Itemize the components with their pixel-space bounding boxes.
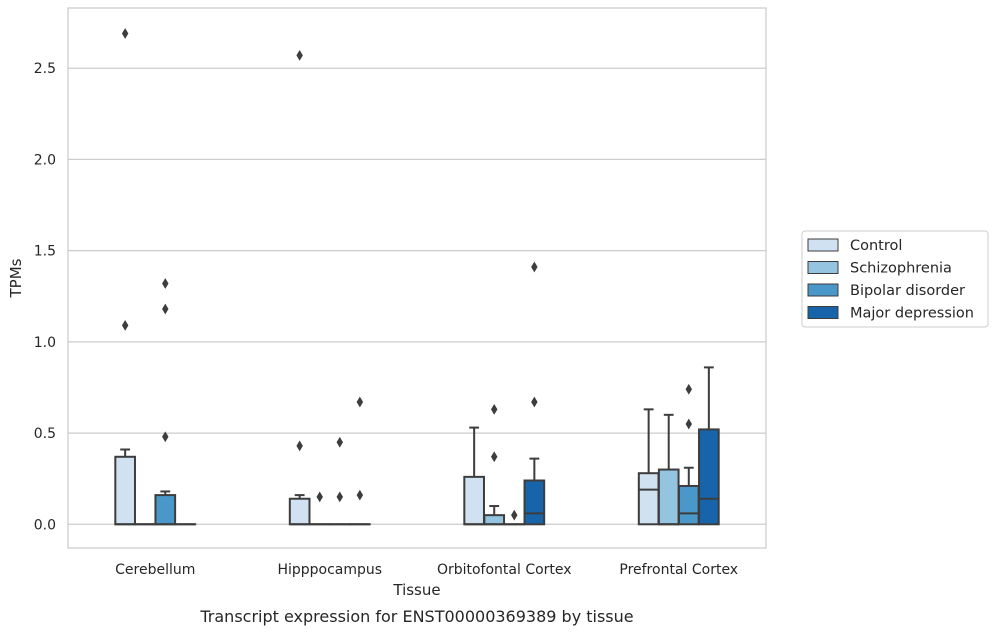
outlier-marker bbox=[162, 278, 169, 289]
outlier-marker bbox=[336, 436, 344, 448]
box bbox=[154, 494, 177, 526]
legend-swatch bbox=[807, 283, 839, 297]
outlier-marker bbox=[296, 440, 303, 452]
legend-swatch bbox=[807, 261, 839, 274]
y-tick-label: 2.0 bbox=[34, 152, 56, 168]
box bbox=[677, 484, 700, 526]
box bbox=[463, 475, 485, 526]
y-tick-labels: 0.0 0.5 1.0 1.5 2.0 2.5 bbox=[34, 61, 56, 533]
legend-frame bbox=[801, 230, 989, 328]
outlier-marker bbox=[490, 451, 498, 463]
legend-swatch bbox=[807, 238, 839, 252]
outlier-marker bbox=[511, 509, 518, 521]
outlier-marker bbox=[162, 431, 169, 443]
outlier-marker bbox=[531, 261, 538, 273]
series-control bbox=[114, 28, 660, 526]
x-tick-label: Cerebellum bbox=[115, 562, 195, 578]
x-axis-label: Tissue bbox=[392, 581, 440, 599]
plot-frame bbox=[67, 7, 767, 549]
y-tick-label: 0.5 bbox=[34, 426, 56, 442]
legend-label: Bipolar disorder bbox=[850, 283, 965, 299]
chart-caption: Transcript expression for ENST0000036938… bbox=[199, 607, 633, 626]
box-series bbox=[114, 28, 720, 526]
legend-swatch bbox=[807, 306, 839, 319]
x-tick-label: Orbitofontal Cortex bbox=[437, 562, 572, 578]
box bbox=[657, 468, 680, 526]
outlier-marker bbox=[356, 489, 364, 501]
legend-label: Schizophrenia bbox=[850, 261, 952, 277]
box bbox=[523, 479, 546, 526]
series-bipolar-disorder bbox=[154, 278, 700, 526]
outlier-marker bbox=[356, 396, 364, 408]
outlier-marker bbox=[316, 491, 323, 503]
y-tick-label: 2.5 bbox=[34, 61, 56, 77]
y-tick-label: 0.0 bbox=[34, 517, 56, 533]
outlier-marker bbox=[121, 320, 129, 331]
box bbox=[114, 455, 136, 526]
outlier-marker bbox=[162, 303, 169, 315]
legend-label: Control bbox=[850, 238, 902, 254]
box bbox=[698, 428, 720, 526]
y-tick-label: 1.0 bbox=[34, 335, 56, 351]
box bbox=[288, 497, 311, 526]
outlier-marker bbox=[296, 50, 303, 61]
outlier-marker bbox=[121, 28, 129, 39]
legend: Control Schizophrenia Bipolar disorder Majo… bbox=[801, 230, 989, 328]
legend-label: Major depression bbox=[850, 306, 974, 322]
y-axis-label: TPMs bbox=[7, 258, 25, 298]
outlier-marker bbox=[685, 383, 693, 395]
box bbox=[483, 514, 506, 526]
outlier-marker bbox=[336, 491, 344, 503]
series-major-depression bbox=[174, 261, 720, 526]
x-tick-labels: Cerebellum Hipppocampus Orbitofontal Corte… bbox=[115, 562, 738, 578]
outlier-marker bbox=[531, 396, 538, 408]
box bbox=[637, 472, 660, 526]
outlier-marker bbox=[685, 418, 693, 430]
x-tick-label: Hipppocampus bbox=[277, 562, 382, 578]
y-tick-label: 1.5 bbox=[34, 244, 56, 260]
outlier-marker bbox=[490, 403, 498, 415]
x-tick-label: Prefrontal Cortex bbox=[619, 562, 738, 578]
